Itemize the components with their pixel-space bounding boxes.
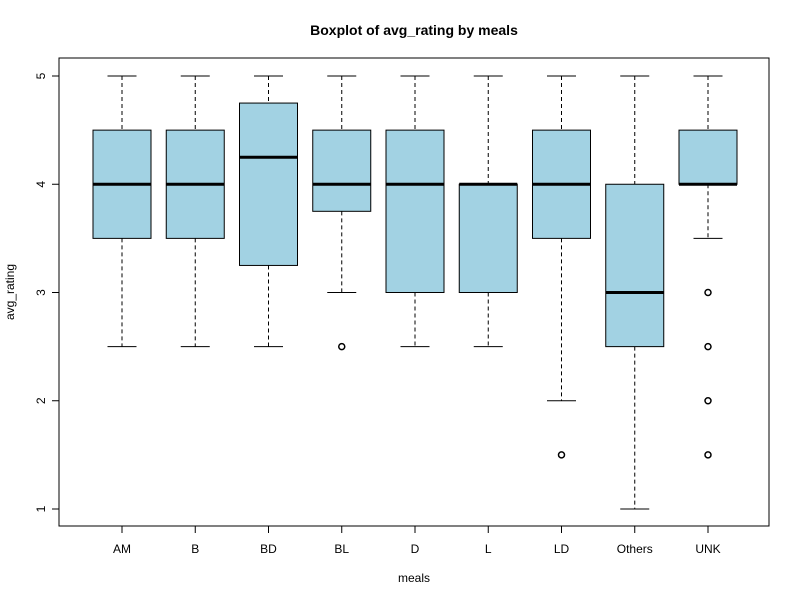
box-l <box>458 75 518 348</box>
box-d <box>385 75 445 348</box>
x-tick-label: L <box>485 542 492 556</box>
iqr-box <box>678 129 738 185</box>
iqr-box <box>385 129 445 293</box>
y-tick-label: 1 <box>34 505 48 512</box>
box-series <box>92 75 738 510</box>
box-bd <box>239 75 298 348</box>
x-tick-label: BD <box>260 542 277 556</box>
outlier-point <box>557 451 566 459</box>
y-axis: 1 2 3 4 5 <box>34 72 60 512</box>
iqr-box <box>458 183 518 293</box>
x-axis: AM B BD BL D L LD Others UNK <box>113 525 721 556</box>
iqr-box <box>605 183 665 348</box>
box-unk <box>678 75 738 459</box>
y-tick-label: 3 <box>34 289 48 296</box>
x-tick-label: Others <box>617 542 653 556</box>
y-tick-label: 2 <box>34 397 48 404</box>
iqr-box <box>312 129 372 212</box>
outlier-point <box>704 288 712 297</box>
outlier-point <box>338 342 346 351</box>
outlier-point <box>704 342 712 351</box>
outlier-point <box>704 451 712 459</box>
x-axis-label: meals <box>398 571 430 585</box>
x-tick-label: BL <box>334 542 349 556</box>
y-tick-label: 4 <box>34 181 48 188</box>
x-tick-label: LD <box>554 542 570 556</box>
iqr-box <box>239 102 298 266</box>
outlier-point <box>704 397 712 405</box>
x-tick-label: AM <box>113 542 131 556</box>
box-bl <box>312 75 372 351</box>
box-others <box>605 75 665 510</box>
x-tick-label: UNK <box>695 542 720 556</box>
x-tick-label: D <box>411 542 420 556</box>
x-tick-label: B <box>191 542 199 556</box>
box-am <box>92 75 152 348</box>
box-b <box>165 75 225 348</box>
y-axis-label: avg_rating <box>3 264 17 320</box>
y-tick-label: 5 <box>34 72 48 79</box>
box-ld <box>532 75 591 459</box>
chart-title: Boxplot of avg_rating by meals <box>310 22 518 38</box>
